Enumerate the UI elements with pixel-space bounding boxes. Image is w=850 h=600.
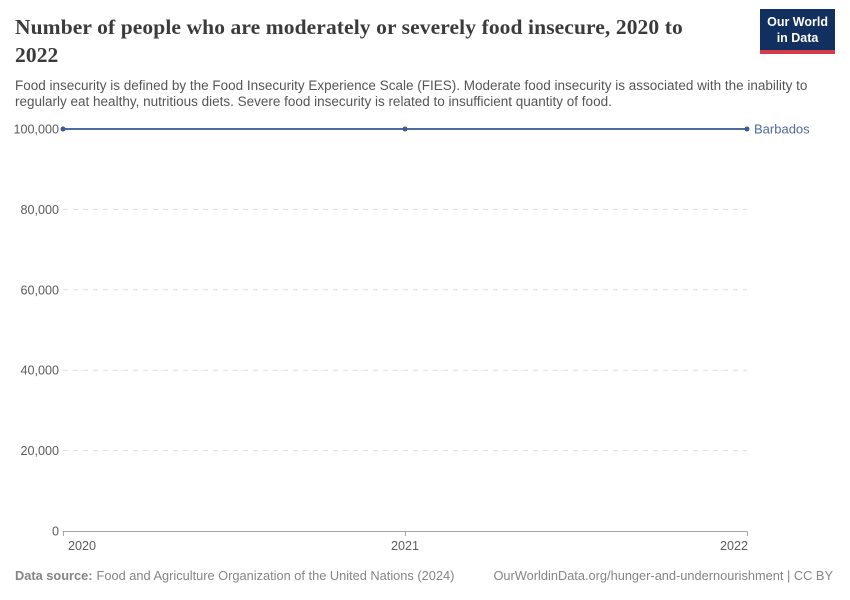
data-point[interactable] [744,126,750,132]
chart-footer: Data source: Food and Agriculture Organiz… [0,559,850,583]
x-tick-label: 2021 [391,539,419,553]
chart-title: Number of people who are moderately or s… [15,15,683,68]
data-source-label: Data source: [15,568,93,584]
y-tick-label: 80,000 [20,203,59,217]
owid-logo-line1: Our World [767,15,828,29]
plot-area: 0 20,000 40,000 60,000 80,000 100,000 2020 2021… [0,111,850,559]
y-tick-label: 100,000 [13,123,59,137]
x-tick-label: 2022 [720,539,748,553]
owid-logo-line2: in Data [776,31,819,45]
chart-header: Our World in Data Number of people who a… [0,0,850,111]
line-chart[interactable]: 0 20,000 40,000 60,000 80,000 100,000 2020 2021… [0,111,850,559]
chart-subtitle: Food insecurity is defined by the Food I… [15,77,808,110]
data-point[interactable] [60,126,66,132]
data-source-text: Food and Agriculture Organization of the… [96,568,455,584]
y-tick-label: 40,000 [20,364,59,378]
series-label-barbados[interactable]: Barbados [754,122,810,137]
y-tick-label: 20,000 [20,444,59,458]
license-link[interactable]: OurWorldinData.org/hunger-and-undernouri… [493,568,833,584]
owid-logo[interactable]: Our World in Data [760,9,835,54]
y-tick-label: 60,000 [20,284,59,298]
data-point[interactable] [402,126,408,132]
data-source: Data source: Food and Agriculture Organiz… [15,568,454,583]
y-tick-label: 0 [52,525,59,539]
x-tick-label: 2020 [68,539,96,553]
